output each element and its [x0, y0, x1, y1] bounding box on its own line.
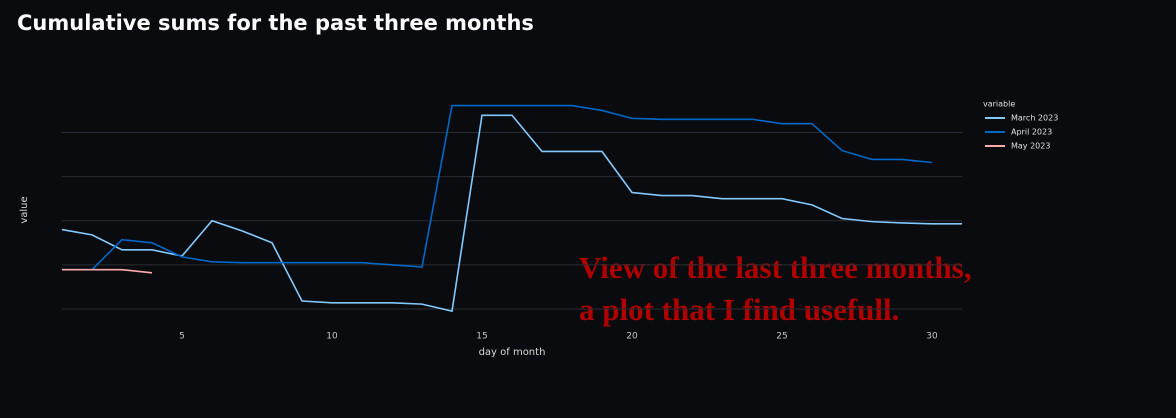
legend-label: April 2023: [1011, 128, 1052, 137]
legend-title: variable: [983, 100, 1015, 109]
annotation: View of the last three months,: [579, 250, 972, 285]
series-line: [61, 114, 962, 313]
series-line: [62, 104, 933, 271]
legend-label: May 2023: [1011, 142, 1050, 151]
chart-title: Cumulative sums for the past three month…: [17, 11, 534, 35]
annotation: a plot that I find usefull.: [579, 292, 899, 327]
x-tick-label: 5: [179, 332, 185, 342]
x-tick-label: 25: [776, 332, 787, 342]
x-tick-label: 20: [626, 332, 638, 342]
x-tick-label: 30: [926, 332, 938, 342]
y-axis-label: value: [19, 196, 30, 223]
x-tick-label: 15: [476, 332, 487, 342]
series-line: [62, 268, 153, 274]
x-axis-label: day of month: [479, 347, 546, 358]
x-tick-label: 10: [326, 332, 338, 342]
legend-label: March 2023: [1011, 114, 1058, 123]
